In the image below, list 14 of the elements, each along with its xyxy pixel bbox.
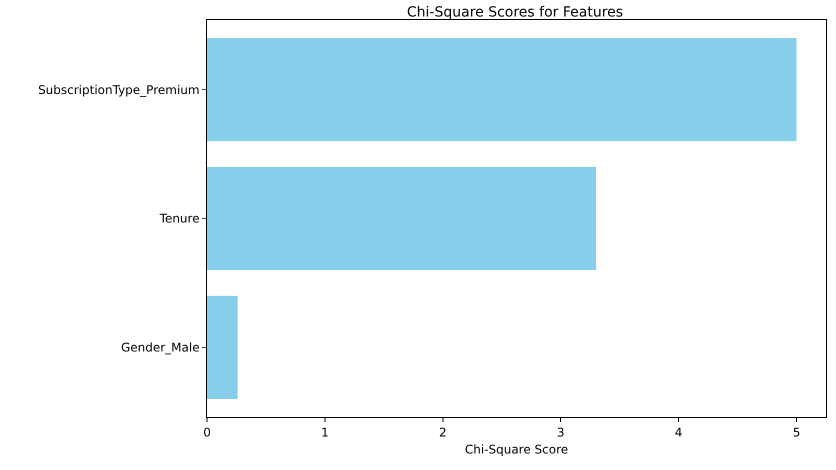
y-tick-label: Gender_Male [120,340,200,355]
x-tick-label: 3 [556,425,565,440]
y-tick-label: SubscriptionType_Premium [38,82,200,97]
x-tick-label: 1 [321,425,329,440]
x-tick-label: 4 [674,425,682,440]
x-axis-title: Chi-Square Score [464,442,568,456]
y-tick-label: Tenure [158,212,200,226]
bar [207,38,797,142]
bar [207,166,596,270]
bar [207,296,238,399]
x-tick-label: 5 [792,425,800,440]
x-tick-label: 2 [438,425,447,440]
x-tick-label: 0 [203,425,211,440]
chart-title: Chi-Square Scores for Features [406,4,624,21]
